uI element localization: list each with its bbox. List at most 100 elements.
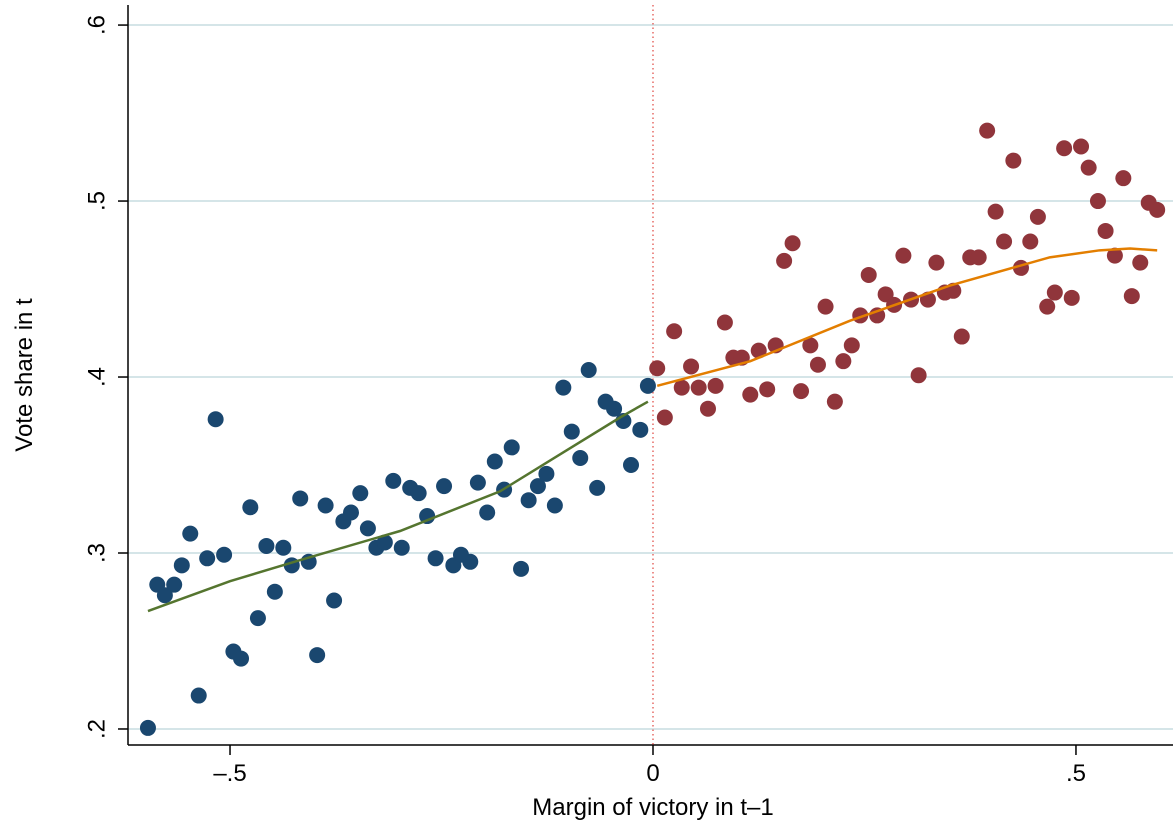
point xyxy=(910,367,927,384)
point xyxy=(546,497,563,514)
point xyxy=(249,610,266,627)
point xyxy=(410,485,427,502)
point xyxy=(1056,140,1073,157)
point xyxy=(987,203,1004,220)
x-tick-label: –.5 xyxy=(213,760,246,787)
point xyxy=(817,298,834,315)
point xyxy=(199,550,216,567)
point xyxy=(207,411,224,428)
point xyxy=(979,122,996,139)
point xyxy=(826,393,843,410)
point xyxy=(750,342,767,359)
point xyxy=(173,557,190,574)
point xyxy=(707,377,724,394)
point xyxy=(1123,288,1140,305)
point xyxy=(469,474,486,491)
point xyxy=(1039,298,1056,315)
y-axis-label: Vote share in t xyxy=(11,298,38,452)
point xyxy=(419,508,436,525)
point xyxy=(742,386,759,403)
point xyxy=(242,499,259,516)
y-tick-label: .4 xyxy=(83,367,110,387)
point xyxy=(1080,159,1097,176)
point xyxy=(1029,208,1046,225)
point xyxy=(326,592,343,609)
point xyxy=(953,328,970,345)
point xyxy=(359,520,376,537)
fit-line xyxy=(147,400,649,613)
point xyxy=(639,377,656,394)
point xyxy=(275,539,292,556)
point xyxy=(538,465,555,482)
fit-line xyxy=(656,247,1158,388)
point xyxy=(649,360,666,377)
point xyxy=(1046,284,1063,301)
point xyxy=(563,423,580,440)
point xyxy=(1089,193,1106,210)
x-tick-label: .5 xyxy=(1066,760,1086,787)
point xyxy=(190,687,207,704)
point xyxy=(1115,170,1132,187)
point xyxy=(690,379,707,396)
point xyxy=(759,381,776,398)
point xyxy=(376,534,393,551)
point xyxy=(1005,152,1022,169)
point xyxy=(393,539,410,556)
point xyxy=(970,249,987,266)
point xyxy=(776,252,793,269)
point xyxy=(309,647,326,664)
point xyxy=(996,233,1013,250)
point xyxy=(352,485,369,502)
point xyxy=(479,504,496,521)
point xyxy=(258,537,275,554)
point xyxy=(462,553,479,570)
point xyxy=(216,546,233,563)
point xyxy=(292,490,309,507)
point xyxy=(699,400,716,417)
x-axis-label: Margin of victory in t–1 xyxy=(532,794,773,821)
point xyxy=(716,314,733,331)
point xyxy=(860,266,877,283)
point xyxy=(1149,201,1166,218)
point xyxy=(843,337,860,354)
point xyxy=(436,478,453,495)
x-tick-label: 0 xyxy=(646,760,659,787)
point xyxy=(1063,289,1080,306)
y-tick-label: .5 xyxy=(83,191,110,211)
point xyxy=(632,421,649,438)
point xyxy=(666,323,683,340)
point xyxy=(1022,233,1039,250)
point xyxy=(1132,254,1149,271)
point xyxy=(802,337,819,354)
point xyxy=(503,439,520,456)
point xyxy=(683,358,700,375)
point xyxy=(342,504,359,521)
point xyxy=(520,492,537,509)
y-tick-label: .6 xyxy=(83,15,110,35)
point xyxy=(673,379,690,396)
point xyxy=(385,472,402,489)
point xyxy=(156,587,173,604)
point xyxy=(793,383,810,400)
point xyxy=(928,254,945,271)
point xyxy=(589,479,606,496)
point xyxy=(317,497,334,514)
point xyxy=(606,400,623,417)
point xyxy=(486,453,503,470)
point xyxy=(1106,247,1123,264)
point xyxy=(580,361,597,378)
y-tick-label: .3 xyxy=(83,543,110,563)
point xyxy=(623,457,640,474)
point xyxy=(529,478,546,495)
point xyxy=(555,379,572,396)
point xyxy=(784,235,801,252)
y-tick-label: .2 xyxy=(83,719,110,739)
point xyxy=(572,449,589,466)
point xyxy=(1073,138,1090,155)
point xyxy=(1097,222,1114,239)
point xyxy=(835,353,852,370)
point xyxy=(809,356,826,373)
point xyxy=(656,409,673,426)
point xyxy=(266,583,283,600)
